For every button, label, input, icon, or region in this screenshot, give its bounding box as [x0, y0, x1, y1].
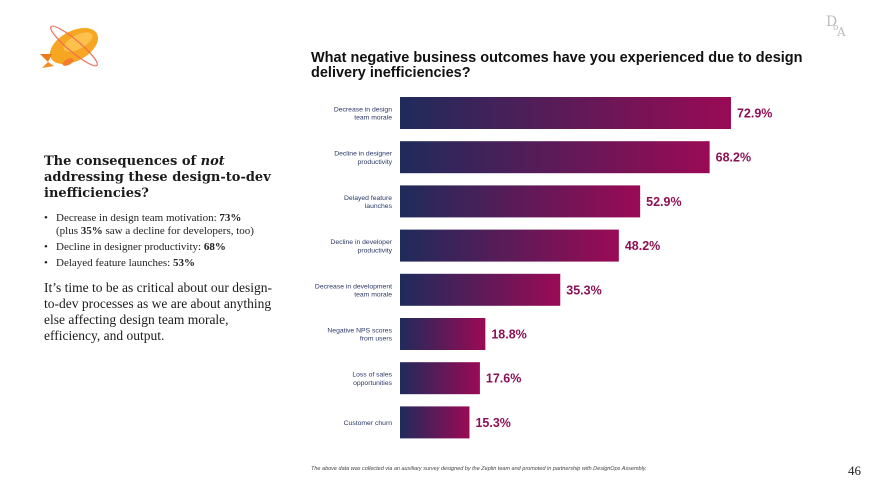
value-label-0: 72.9%	[737, 107, 772, 121]
value-label-7: 15.3%	[475, 416, 510, 430]
bar-4	[400, 273, 561, 306]
category-label-3: Decline in developer productivity	[330, 239, 392, 254]
bar-0	[400, 97, 731, 129]
bullet-delayed-launches: Delayed feature launches: 53%	[44, 257, 276, 270]
bar-1	[400, 141, 710, 174]
page-number: 46	[848, 463, 861, 478]
svg-text:D: D	[826, 14, 837, 30]
bullet-design-motivation: Decrease in design team motivation: 73% …	[44, 212, 276, 238]
closing-paragraph: It’s time to be as critical about our de…	[44, 280, 272, 343]
value-label-4: 35.3%	[566, 283, 601, 297]
category-label-2: Delayed feature launches	[344, 195, 393, 210]
category-label-1: Decline in designer productivity	[334, 151, 393, 166]
bar-chart: Decrease in design team morale 72.9% Declin…	[315, 97, 772, 439]
bar-2	[400, 185, 641, 218]
footnote: The above data was collected via an auxi…	[311, 466, 647, 472]
bar-6	[400, 362, 480, 395]
category-label-4: Decrease in development team morale	[315, 283, 392, 298]
chart-title: What negative business outcomes have you…	[311, 50, 803, 81]
category-label-6: Loss of sales opportunities	[352, 372, 392, 387]
left-text-panel: The consequences of not addressing these…	[44, 154, 276, 344]
category-label-0: Decrease in design team morale	[334, 107, 392, 122]
bar-3	[400, 229, 619, 262]
svg-text:A: A	[836, 25, 846, 39]
value-label-2: 52.9%	[646, 195, 681, 209]
bullet-designer-productivity: Decline in designer productivity: 68%	[44, 241, 276, 254]
bar-5	[400, 318, 486, 350]
designops-monogram-icon: D A o	[826, 14, 846, 39]
value-label-1: 68.2%	[716, 151, 751, 165]
consequences-heading: The consequences of not addressing these…	[44, 154, 271, 201]
svg-text:o: o	[833, 23, 838, 33]
consequences-list: Decrease in design team motivation: 73% …	[44, 212, 276, 270]
zeplin-blimp-logo	[40, 25, 99, 68]
category-label-7: Customer churn	[344, 420, 393, 427]
value-label-5: 18.8%	[491, 328, 526, 342]
value-label-6: 17.6%	[486, 372, 521, 386]
bar-7	[400, 406, 470, 439]
category-label-5: Negative NPS scores from users	[327, 328, 392, 343]
value-label-3: 48.2%	[625, 239, 660, 253]
